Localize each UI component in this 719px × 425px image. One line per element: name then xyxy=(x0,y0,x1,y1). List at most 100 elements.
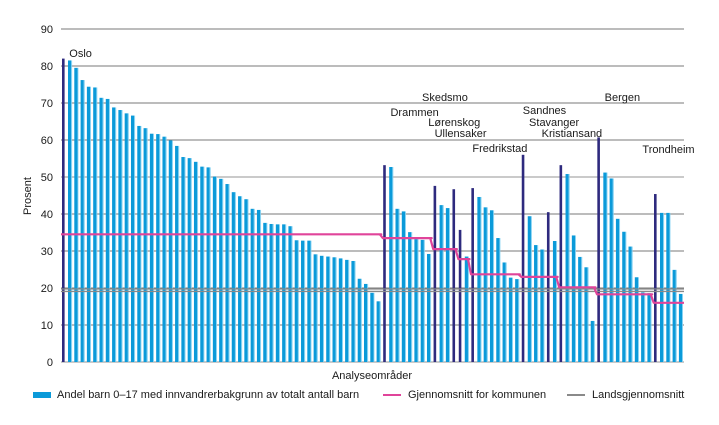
bar-65 xyxy=(464,256,468,362)
bar-53 xyxy=(389,167,393,362)
annotation-fredrikstad: Fredrikstad xyxy=(472,143,527,155)
bar-31 xyxy=(250,208,254,362)
bar-8 xyxy=(105,98,109,363)
bar-17-shade xyxy=(165,136,167,362)
bar-72-shade xyxy=(512,277,513,362)
bar-27 xyxy=(225,184,229,362)
bar-27-shade xyxy=(228,184,230,362)
annotation-ullensaker: Ullensaker xyxy=(435,128,487,140)
bar-41 xyxy=(313,254,317,362)
bar-91-shade xyxy=(631,246,633,362)
bar-13 xyxy=(137,125,141,362)
bar-43 xyxy=(326,256,330,362)
bar-76-shade xyxy=(537,245,539,362)
bar-49-shade xyxy=(367,283,369,362)
bar-96 xyxy=(660,212,664,362)
bar-5-shade xyxy=(90,86,91,362)
bar-68-shade xyxy=(486,207,488,362)
y-axis-ticks: 0 10 20 30 40 50 60 70 80 90 xyxy=(41,24,53,369)
annotation-sandnes: Sandnes xyxy=(523,105,567,117)
bar-98 xyxy=(672,269,676,362)
bar-13-shade xyxy=(140,125,142,362)
bar-59-shade xyxy=(430,253,432,362)
y-tick-label-60: 60 xyxy=(41,135,53,147)
bar-4 xyxy=(80,80,84,362)
bar-15 xyxy=(149,133,154,362)
bar-8-shade xyxy=(108,98,110,363)
bar-89 xyxy=(615,218,620,362)
bar-28-shade xyxy=(234,192,236,362)
bar-47-shade xyxy=(354,260,356,362)
bar-62-shade xyxy=(449,208,450,362)
bar-24 xyxy=(206,167,210,362)
bar-63 xyxy=(452,189,456,362)
municipal-average-line xyxy=(61,233,684,304)
bar-73-shade xyxy=(518,279,520,362)
bar-90 xyxy=(622,231,626,362)
bar-35 xyxy=(275,224,280,362)
bar-16-shade xyxy=(159,134,161,362)
bar-69 xyxy=(489,210,494,362)
bar-55 xyxy=(401,211,405,362)
bar-20 xyxy=(181,157,185,362)
bar-51 xyxy=(376,301,380,362)
bar-38-shade xyxy=(297,240,299,362)
bar-85 xyxy=(590,320,594,362)
bar-44-shade xyxy=(335,257,337,362)
national-average-line xyxy=(61,288,684,293)
bar-71 xyxy=(502,262,506,362)
bar-93-shade xyxy=(644,292,646,362)
bar-18-shade xyxy=(171,140,173,362)
bar-21 xyxy=(187,158,191,362)
bar-82 xyxy=(571,235,576,362)
y-tick-label-20: 20 xyxy=(41,283,53,295)
annotation-trondheim: Trondheim xyxy=(642,144,694,156)
bar-6 xyxy=(93,87,97,363)
bar-16 xyxy=(156,134,160,362)
bar-38 xyxy=(294,240,298,362)
bars xyxy=(62,58,683,363)
bar-31-shade xyxy=(253,208,255,362)
bar-37-shade xyxy=(291,226,293,362)
bar-87-shade xyxy=(606,172,608,362)
bar-88-shade xyxy=(612,178,614,362)
bar-78 xyxy=(546,212,550,362)
annotation-bergen: Bergen xyxy=(605,92,640,104)
bar-14-shade xyxy=(146,128,148,362)
bar-97-shade xyxy=(669,212,671,362)
bar-74 xyxy=(521,154,525,362)
bar-82-shade xyxy=(575,235,576,362)
bar-73 xyxy=(515,279,519,362)
legend-label-bars: Andel barn 0–17 med innvandrerbakgrunn a… xyxy=(57,389,360,401)
bar-94 xyxy=(647,293,651,362)
legend-item-municipal: Gjennomsnitt for kommunen xyxy=(383,389,546,401)
bar-56 xyxy=(408,232,412,362)
annotation-oslo: Oslo xyxy=(69,48,92,60)
bar-88 xyxy=(609,178,613,362)
bar-10-shade xyxy=(121,110,123,362)
bar-71-shade xyxy=(505,262,507,362)
bar-59 xyxy=(426,253,431,362)
bar-2 xyxy=(67,60,72,362)
bar-43-shade xyxy=(329,256,331,362)
bar-79-shade xyxy=(556,241,558,362)
bar-37 xyxy=(288,226,292,362)
bar-34 xyxy=(269,223,273,362)
bar-12-shade xyxy=(134,115,136,362)
bar-39 xyxy=(301,240,305,362)
bar-15-shade xyxy=(153,133,154,362)
bar-34-shade xyxy=(272,223,274,362)
bar-77 xyxy=(540,249,544,362)
bar-1 xyxy=(62,58,65,362)
bar-42 xyxy=(319,255,324,362)
bar-19 xyxy=(175,145,179,362)
bar-55-shade xyxy=(404,211,406,362)
bar-81-shade xyxy=(568,174,570,362)
y-tick-label-80: 80 xyxy=(41,61,53,73)
bar-54 xyxy=(395,208,399,362)
bar-40-shade xyxy=(310,240,312,362)
bar-36 xyxy=(282,224,286,362)
bar-58 xyxy=(420,239,424,362)
bar-92-shade xyxy=(638,277,639,362)
